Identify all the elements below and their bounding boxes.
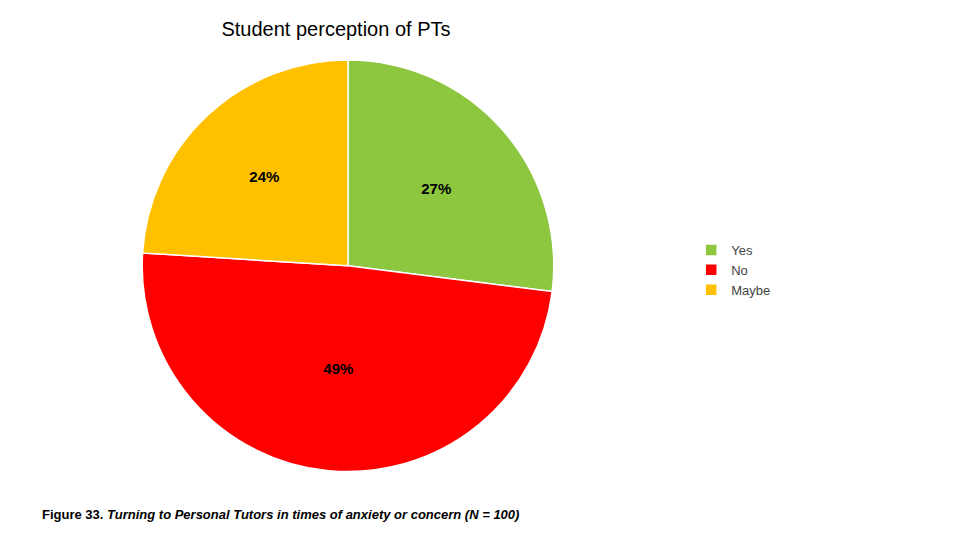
svg-text:Yes: Yes — [731, 243, 753, 258]
svg-text:24%: 24% — [249, 168, 279, 185]
svg-text:49%: 49% — [323, 360, 353, 377]
svg-text:Maybe: Maybe — [731, 283, 770, 298]
svg-text:27%: 27% — [421, 180, 451, 197]
svg-text:No: No — [731, 263, 748, 278]
svg-text:Student perception of PTs: Student perception of PTs — [221, 18, 450, 40]
svg-text:Figure 33. Turning to Personal: Figure 33. Turning to Personal Tutors in… — [42, 507, 519, 522]
